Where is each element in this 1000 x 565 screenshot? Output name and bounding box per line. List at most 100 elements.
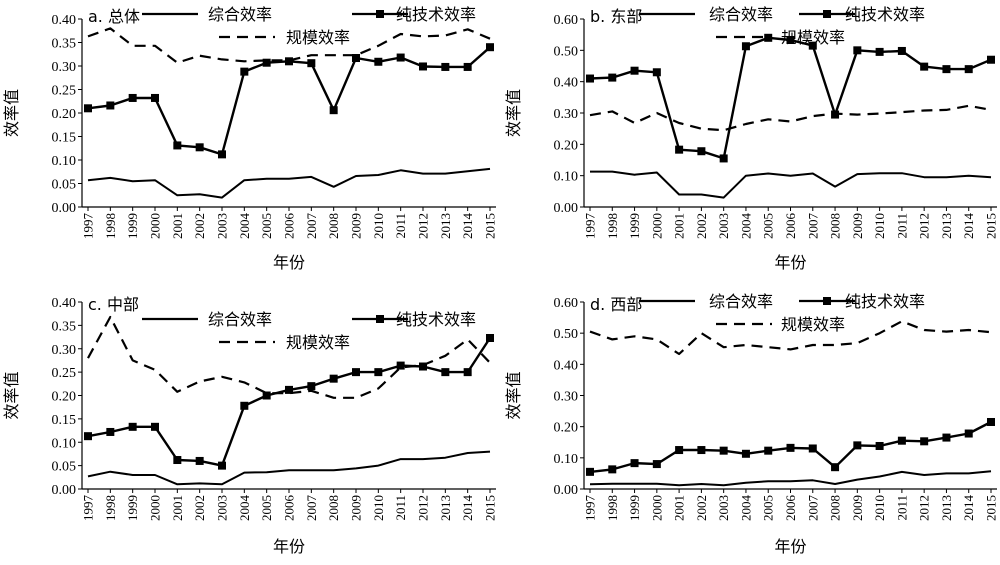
data-point (987, 417, 995, 426)
data-point (697, 446, 706, 455)
data-point (741, 449, 750, 458)
data-point (875, 441, 884, 450)
x-tick-label: 2008 (828, 213, 843, 239)
legend-label: 规模效率 (781, 28, 845, 47)
data-point (652, 460, 661, 469)
y-tick-label: 0.20 (554, 421, 579, 436)
data-point (285, 57, 293, 66)
y-tick-label: 0.10 (554, 170, 579, 185)
y-tick-label: 0.20 (554, 138, 579, 153)
legend-entry-1: 综合效率 (639, 292, 773, 311)
data-point (853, 46, 862, 55)
x-tick-label: 2015 (984, 213, 999, 239)
legend-label: 综合效率 (208, 310, 272, 329)
x-tick-label: 2010 (371, 495, 386, 521)
chart-title: b. 东部 (590, 7, 642, 26)
x-tick-label: 2015 (483, 213, 498, 239)
data-point (128, 422, 137, 431)
x-tick-label: 2010 (872, 495, 887, 521)
x-tick-label: 2002 (192, 213, 207, 239)
chart-panel-1: 0.00 0.05 0.10 0.15 0.20 0.25 0.30 0.35 0.40 1997… (2, 5, 498, 272)
series-line-1 (590, 170, 992, 199)
x-tick-label: 2008 (828, 495, 843, 521)
y-tick-label: 0.10 (52, 436, 77, 451)
x-tick-label: 2003 (215, 495, 230, 521)
y-tick-label: 0.30 (554, 107, 579, 122)
x-tick-label: 2011 (894, 495, 909, 521)
data-point (875, 47, 884, 56)
x-tick-label: 2004 (237, 213, 252, 240)
x-tick-label: 1998 (103, 213, 118, 239)
legend-label: 纯技术效率 (845, 5, 925, 24)
legend-entry-2: 纯技术效率 (799, 292, 925, 311)
x-tick-label: 2003 (716, 495, 731, 521)
legend-entry-3: 规模效率 (716, 315, 845, 334)
x-tick-label: 2011 (894, 213, 909, 239)
x-tick-label: 2001 (672, 495, 687, 521)
data-point (106, 101, 115, 110)
y-tick-label: 0.00 (52, 201, 77, 216)
y-tick-label: 0.35 (52, 319, 77, 334)
data-point (374, 57, 383, 66)
y-tick-label: 0.30 (52, 60, 77, 75)
x-tick-label: 2006 (783, 495, 798, 522)
series-line-3 (87, 27, 491, 64)
y-tick-label: 0.60 (554, 13, 579, 28)
y-tick-label: 0.25 (52, 366, 77, 381)
y-tick-label: 0.40 (554, 358, 579, 373)
data-point (84, 104, 92, 113)
data-point (329, 106, 338, 115)
x-tick-label: 2002 (694, 213, 709, 239)
y-axis-label: 效率值 (504, 371, 523, 419)
x-tick-label: 2007 (304, 213, 319, 240)
x-tick-label: 2012 (416, 213, 431, 239)
y-tick-label: 0.50 (554, 327, 579, 342)
data-point (441, 62, 450, 71)
y-tick-label: 0.30 (554, 390, 579, 405)
x-tick-label: 2009 (349, 213, 364, 239)
x-tick-label: 1999 (627, 213, 642, 239)
x-tick-label: 2013 (939, 213, 954, 239)
data-point (608, 73, 617, 82)
chart-panel-2: 0.00 0.10 0.20 0.30 0.40 0.50 0.60 1997 1998 1999… (504, 5, 999, 272)
series-line-3 (589, 104, 992, 132)
x-tick-label: 1999 (627, 495, 642, 521)
x-tick-label: 2005 (259, 495, 274, 521)
x-tick-label: 2007 (304, 495, 319, 522)
legend-label: 规模效率 (286, 333, 350, 352)
legend-entry-3: 规模效率 (716, 28, 845, 47)
legend-marker (376, 315, 384, 323)
legend-label: 纯技术效率 (396, 5, 476, 24)
series-line-1 (589, 470, 992, 487)
y-tick-label: 0.25 (52, 84, 77, 99)
data-point (897, 46, 906, 55)
x-tick-label: 2009 (850, 213, 865, 239)
data-point (964, 429, 973, 438)
data-point (719, 446, 728, 455)
data-point (195, 143, 204, 152)
x-tick-label: 2005 (761, 213, 776, 239)
y-tick-label: 0.40 (52, 13, 77, 28)
data-point (831, 463, 840, 472)
x-tick-label: 2013 (438, 495, 453, 521)
series-line-2 (87, 337, 492, 467)
x-tick-label: 2002 (192, 495, 207, 521)
x-tick-label: 2012 (416, 495, 431, 521)
x-tick-label: 2003 (716, 213, 731, 239)
y-tick-label: 0.05 (52, 460, 77, 475)
series-line-3 (589, 320, 992, 356)
legend-label: 规模效率 (781, 315, 845, 334)
x-tick-label: 1998 (605, 213, 620, 239)
data-point (764, 33, 773, 42)
data-point (106, 427, 115, 436)
y-axis-label: 效率值 (2, 371, 21, 419)
legend-entry-2: 纯技术效率 (352, 5, 476, 24)
data-point (151, 422, 159, 431)
data-point (441, 368, 450, 377)
y-tick-label: 0.40 (52, 296, 77, 311)
x-tick-label: 1999 (125, 495, 140, 521)
data-point (307, 59, 316, 68)
x-tick-label: 2004 (738, 495, 753, 522)
data-point (218, 461, 226, 470)
x-tick-label: 2000 (649, 213, 664, 239)
